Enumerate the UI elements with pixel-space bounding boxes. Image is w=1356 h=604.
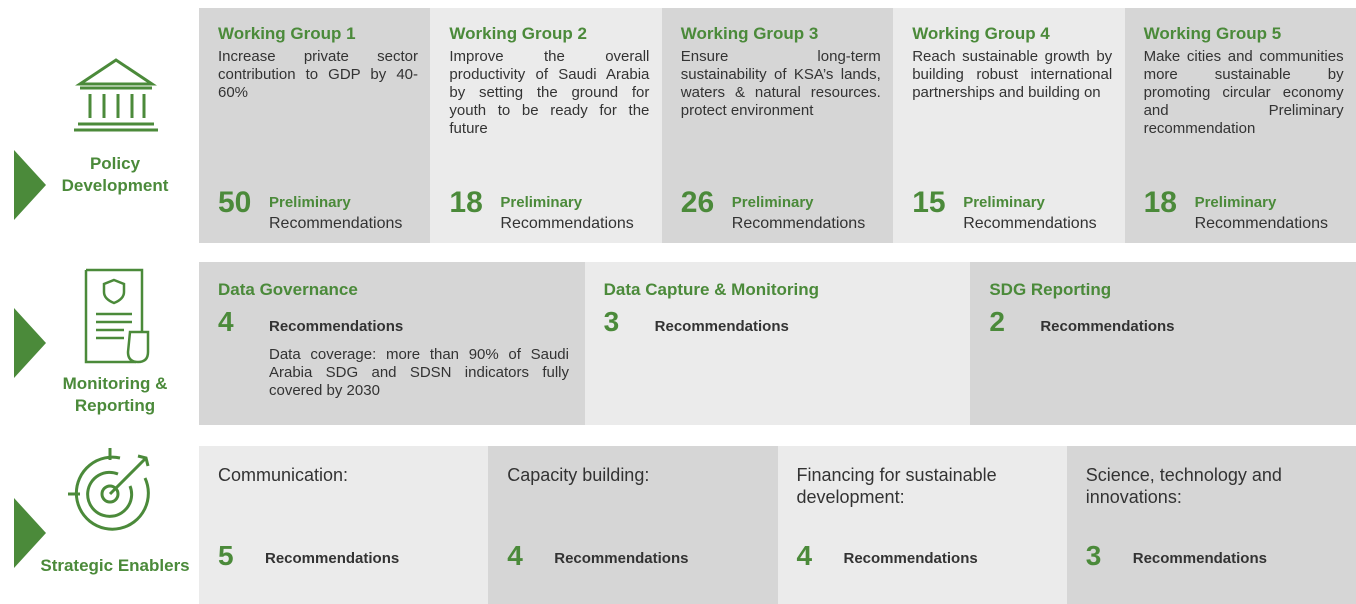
card-description: Make cities and communities more sustain…	[1143, 48, 1344, 137]
row-label: Strategic Enablers	[40, 556, 190, 575]
card: Data Capture & Monitoring 3 Recommendation…	[584, 262, 971, 425]
card: Working Group 3 Ensure long-term sustaina…	[661, 8, 894, 243]
unit: Recommendations	[1040, 318, 1175, 335]
unit: Recommendations	[1132, 550, 1267, 567]
count-label: Preliminary	[269, 194, 351, 211]
card-title: Working Group 1	[218, 24, 356, 43]
count-label: Preliminary	[731, 194, 814, 211]
count: 4	[796, 540, 813, 571]
card: Financing for sustainable development: 4 R…	[777, 446, 1067, 604]
count: 4	[218, 306, 234, 337]
card-description: Reach sustainable growth by building rob…	[912, 48, 1113, 101]
row-label: Policy Development	[61, 154, 169, 195]
count: 3	[603, 306, 620, 337]
card-title: Working Group 3	[680, 24, 819, 43]
count: 18	[449, 186, 483, 219]
card-title: Financing for sustainable development:	[796, 465, 997, 507]
card: Capacity building: 4 Recommendations	[488, 446, 778, 604]
card-description: Increase private sector contribution to …	[218, 48, 418, 101]
count: 3	[1085, 540, 1102, 571]
building-icon	[74, 58, 158, 132]
card-title: Capacity building:	[507, 465, 650, 485]
card-title: Working Group 2	[449, 24, 587, 43]
unit: Recommendations	[654, 318, 789, 335]
card: Working Group 1 Increase private sector c…	[199, 8, 431, 243]
count: 50	[218, 186, 252, 219]
unit: Recommendations	[500, 215, 634, 232]
card-title: Communication:	[218, 465, 349, 485]
count: 15	[912, 186, 946, 219]
card-title: Science, technology and innovations:	[1085, 465, 1282, 507]
card: Working Group 4 Reach sustainable growth …	[893, 8, 1125, 243]
card-title: SDG Reporting	[989, 280, 1112, 299]
count-label: Preliminary	[963, 194, 1045, 211]
card: Working Group 2 Improve the overall produ…	[430, 8, 662, 243]
card-title: Data Governance	[218, 280, 358, 299]
card-description: Improve the overall productivity of Saud…	[449, 48, 650, 137]
card: Data Governance 4 Recommendations Data cove…	[199, 262, 585, 425]
count: 5	[218, 540, 234, 571]
card-description: Ensure long-term sustainability of KSA’s…	[680, 48, 881, 119]
target-icon	[68, 448, 150, 531]
unit: Recommendations	[269, 215, 403, 232]
document-icon	[84, 268, 150, 364]
unit: Recommendations	[843, 550, 978, 567]
arrows	[14, 150, 46, 568]
card-title: Data Capture & Monitoring	[603, 280, 819, 299]
unit: Recommendations	[269, 318, 404, 335]
row-label: Monitoring & Reporting	[62, 374, 168, 415]
count-label: Preliminary	[500, 194, 583, 211]
count-label: Preliminary	[1194, 194, 1277, 211]
card: Working Group 5 Make cities and communiti…	[1124, 8, 1356, 243]
count: 4	[507, 540, 523, 571]
count: 2	[989, 306, 1005, 337]
icons	[14, 58, 158, 568]
card: SDG Reporting 2 Recommendations	[970, 262, 1356, 425]
card-title: Working Group 5	[1143, 24, 1282, 43]
count: 18	[1143, 186, 1177, 219]
unit: Recommendations	[1194, 215, 1328, 232]
unit: Recommendations	[731, 215, 866, 232]
count: 26	[680, 186, 715, 219]
unit: Recommendations	[554, 550, 689, 567]
card-title: Working Group 4	[912, 24, 1050, 43]
unit: Recommendations	[265, 550, 400, 567]
unit: Recommendations	[963, 215, 1097, 232]
card: Science, technology and innovations: 3 Rec…	[1066, 446, 1356, 604]
card-description: Data coverage: more than 90% of Saudi Ar…	[269, 346, 569, 399]
card: Communication: 5 Recommendations	[199, 446, 489, 604]
